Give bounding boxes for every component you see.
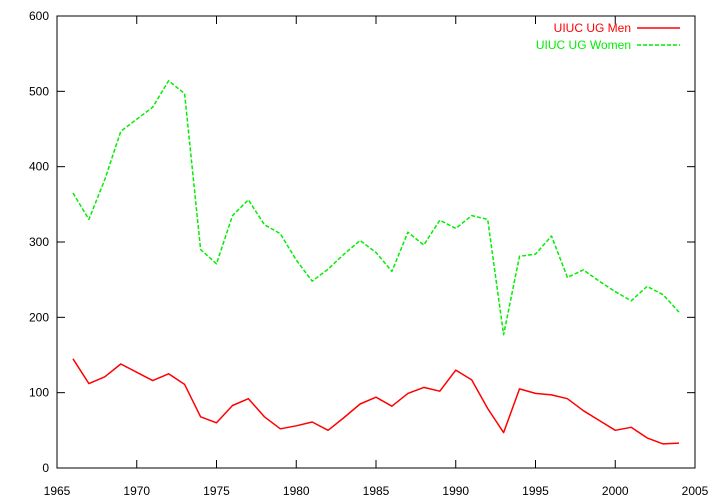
x-tick-label: 2005: [682, 484, 709, 498]
x-tick-label: 1975: [203, 484, 230, 498]
y-axis: 0 100 200 300 400 500 600: [29, 9, 695, 475]
y-tick-label: 300: [29, 235, 49, 249]
y-tick-label: 100: [29, 386, 49, 400]
x-tick-label: 2000: [602, 484, 629, 498]
series-line-men: [72, 358, 680, 445]
x-tick-label: 1970: [123, 484, 150, 498]
x-tick-label: 1965: [44, 484, 71, 498]
legend-label: UIUC UG Women: [536, 38, 631, 52]
x-tick-label: 1990: [442, 484, 469, 498]
x-tick-label: 1980: [283, 484, 310, 498]
plot-frame: [56, 15, 696, 469]
x-axis: 1965 1970 1975 1980 1985 1990 1995 2000 2005: [44, 16, 709, 498]
legend: UIUC UG Men UIUC UG Women: [536, 21, 680, 52]
y-tick-label: 400: [29, 160, 49, 174]
x-tick-label: 1995: [522, 484, 549, 498]
y-tick-label: 500: [29, 84, 49, 98]
x-tick-label: 1985: [363, 484, 390, 498]
y-tick-label: 0: [42, 461, 49, 475]
legend-label: UIUC UG Men: [554, 21, 631, 35]
series-line-women: [72, 80, 680, 336]
y-tick-label: 200: [29, 310, 49, 324]
series-lines: [72, 80, 680, 445]
y-tick-label: 600: [29, 9, 49, 23]
